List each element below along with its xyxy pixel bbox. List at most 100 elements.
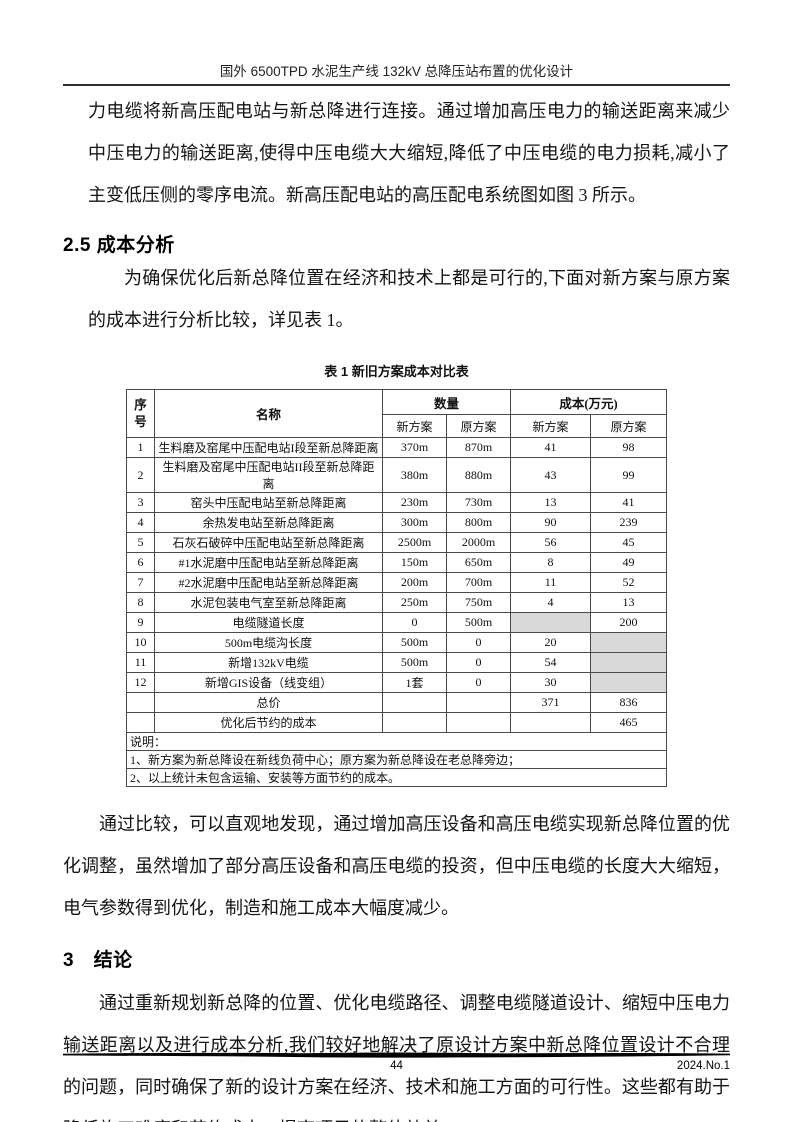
col-header-index: 序号 (125, 389, 155, 438)
table-row: 12 新增GIS设备（线变组） 1套 0 30 (125, 672, 668, 693)
paragraph-comparison: 通过比较，可以直观地发现，通过增加高压设备和高压电缆实现新总降位置的优化调整，虽… (63, 814, 730, 918)
section-heading-conclusion: 3 结论 (63, 950, 133, 971)
cell-name: 余热发电站至新总降距离 (153, 512, 383, 533)
cell-qty-old: 730m (445, 492, 512, 513)
cell-qty-new: 150m (381, 552, 447, 573)
cell-savings-cost-new (510, 712, 591, 733)
cell-qty-old: 0 (445, 632, 512, 653)
cell-no: 10 (125, 632, 155, 653)
cell-cost-new: 41 (510, 437, 591, 458)
table-savings-row: 优化后节约的成本 465 (125, 712, 668, 733)
col-header-name: 名称 (153, 389, 383, 438)
cell-name: #1水泥磨中压配电站至新总降距离 (153, 552, 383, 573)
subheader-qty-old: 原方案 (445, 414, 512, 438)
cell-no: 3 (125, 492, 155, 513)
cell-total-cost-old: 836 (589, 692, 668, 713)
cell-no: 6 (125, 552, 155, 573)
cell-qty-new: 230m (381, 492, 447, 513)
table-subheader-row: 新方案 原方案 新方案 原方案 (126, 414, 668, 438)
cell-qty-new: 500m (381, 652, 447, 673)
table-note-row: 2、以上统计未包含运输、安装等方面节约的成本。 (125, 768, 668, 787)
footer-issue-label: 2024.No.1 (676, 1060, 730, 1072)
cell-qty-old: 0 (445, 652, 512, 673)
table-row: 1 生料磨及窑尾中压配电站I段至新总降距离 370m 870m 41 98 (125, 437, 668, 458)
cell-qty-old: 750m (445, 592, 512, 613)
notes-label: 说明： (125, 732, 668, 751)
header-rule (63, 84, 730, 86)
cell-qty-old: 650m (445, 552, 512, 573)
table-row: 4 余热发电站至新总降距离 300m 800m 90 239 (125, 512, 668, 533)
cell-name: 生料磨及窑尾中压配电站II段至新总降距离 (153, 457, 383, 493)
page-content: 力电缆将新高压配电站与新总降进行连接。通过增加高压电力的输送距离来减少中压电力的… (63, 90, 730, 1122)
cell-name: 新增GIS设备（线变组） (153, 672, 383, 693)
cell-cost-old: 41 (589, 492, 668, 513)
note-1: 1、新方案为新总降设在新线负荷中心；原方案为新总降设在老总降旁边； (125, 750, 668, 769)
note-2: 2、以上统计未包含运输、安装等方面节约的成本。 (125, 768, 668, 787)
cell-qty-new: 380m (381, 457, 447, 493)
cell-no: 2 (125, 457, 155, 493)
cell-qty-new: 250m (381, 592, 447, 613)
table-header-row: 序号 名称 数量 成本(万元) (125, 389, 668, 438)
cell-cost-new: 56 (510, 532, 591, 553)
paragraph-cost-intro: 为确保优化后新总降位置在经济和技术上都是可行的,下面对新方案与原方案的成本进行分… (88, 268, 730, 330)
paragraph-intro: 力电缆将新高压配电站与新总降进行连接。通过增加高压电力的输送距离来减少中压电力的… (88, 101, 730, 205)
cell-cost-new: 8 (510, 552, 591, 573)
cell-qty-new (381, 712, 447, 733)
cell-name: #2水泥磨中压配电站至新总降距离 (153, 572, 383, 593)
cell-cost-new: 20 (510, 632, 591, 653)
table-row: 8 水泥包装电气室至新总降距离 250m 750m 4 13 (125, 592, 668, 613)
subheader-qty-new: 新方案 (381, 414, 447, 438)
cell-cost-new-shaded (510, 612, 591, 633)
cell-cost-new: 90 (510, 512, 591, 533)
cell-cost-old: 49 (589, 552, 668, 573)
cell-cost-new: 4 (510, 592, 591, 613)
cell-cost-old: 98 (589, 437, 668, 458)
cell-qty-new: 370m (381, 437, 447, 458)
cell-no: 12 (125, 672, 155, 693)
cell-cost-new: 13 (510, 492, 591, 513)
cell-cost-old: 52 (589, 572, 668, 593)
cell-savings-cost-old: 465 (589, 712, 668, 733)
cell-no: 7 (125, 572, 155, 593)
table-row: 2 生料磨及窑尾中压配电站II段至新总降距离 380m 880m 43 99 (125, 457, 668, 493)
footer-page-number: 44 (390, 1060, 403, 1072)
table-notes-label-row: 说明： (125, 732, 668, 751)
section-heading-cost-analysis: 2.5 成本分析 (63, 235, 175, 256)
cell-name: 石灰石破碎中压配电站至新总降距离 (153, 532, 383, 553)
cell-qty-old (445, 712, 512, 733)
table-caption: 表 1 新旧方案成本对比表 (324, 364, 469, 379)
running-header-title: 国外 6500TPD 水泥生产线 132kV 总降压站布置的优化设计 (219, 64, 574, 79)
cell-qty-new: 500m (381, 632, 447, 653)
cell-qty-old: 0 (445, 672, 512, 693)
cell-cost-new: 30 (510, 672, 591, 693)
table-row: 9 电缆隧道长度 0 500m 200 (125, 612, 668, 633)
subheader-cost-new: 新方案 (510, 414, 591, 438)
col-header-quantity: 数量 (381, 389, 512, 415)
cell-no: 1 (125, 437, 155, 458)
table-row: 10 500m电缆沟长度 500m 0 20 (125, 632, 668, 653)
cell-qty-new: 300m (381, 512, 447, 533)
cell-qty-old: 700m (445, 572, 512, 593)
cell-no: 8 (125, 592, 155, 613)
cell-qty-new: 200m (381, 572, 447, 593)
table-row: 6 #1水泥磨中压配电站至新总降距离 150m 650m 8 49 (125, 552, 668, 573)
cell-name: 水泥包装电气室至新总降距离 (153, 592, 383, 613)
table-row: 3 窑头中压配电站至新总降距离 230m 730m 13 41 (125, 492, 668, 513)
cell-cost-old: 13 (589, 592, 668, 613)
cost-comparison-table: 序号 名称 数量 成本(万元) 新方案 原方案 新方案 原方案 1 生料磨及窑尾… (125, 389, 668, 787)
footer-rule (63, 1052, 730, 1058)
cell-cost-new: 43 (510, 457, 591, 493)
cell-qty-old: 800m (445, 512, 512, 533)
table-row: 11 新增132kV电缆 500m 0 54 (125, 652, 668, 673)
cell-qty-old: 2000m (445, 532, 512, 553)
paragraph-conclusion: 通过重新规划新总降的位置、优化电缆路径、调整电缆隧道设计、缩短中压电力输送距离以… (63, 993, 730, 1122)
cell-cost-old: 45 (589, 532, 668, 553)
cell-total-cost-new: 371 (510, 692, 591, 713)
cell-qty-new: 0 (381, 612, 447, 633)
subheader-cost-old: 原方案 (589, 414, 668, 438)
table-note-row: 1、新方案为新总降设在新线负荷中心；原方案为新总降设在老总降旁边； (125, 750, 668, 769)
cell-cost-old: 200 (589, 612, 668, 633)
cell-name: 电缆隧道长度 (153, 612, 383, 633)
cell-name: 窑头中压配电站至新总降距离 (153, 492, 383, 513)
